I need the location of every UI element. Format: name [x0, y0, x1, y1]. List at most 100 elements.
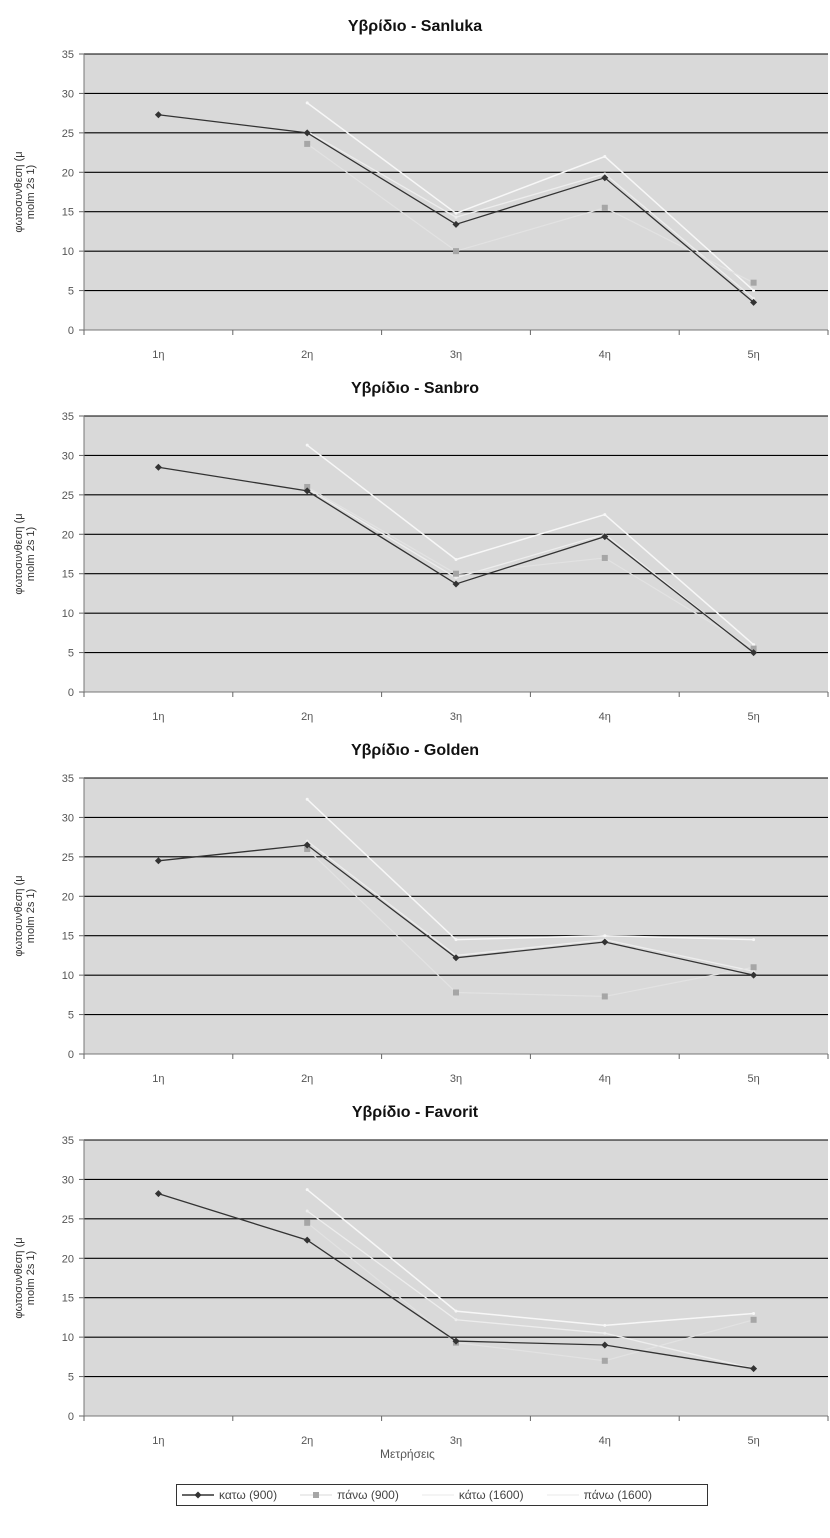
data-point [750, 964, 757, 971]
y-tick-label: 10 [62, 608, 74, 620]
data-point [452, 220, 460, 228]
y-axis-title: φωτοσυνθεση (μmolm 2s 1) [13, 875, 37, 956]
x-tick-label: 3η [450, 1073, 462, 1085]
y-tick-label: 35 [62, 773, 74, 785]
series-line [306, 840, 754, 972]
legend-label-pano-900: πάνω (900) [337, 1488, 399, 1502]
y-tick-label: 0 [68, 1049, 74, 1061]
data-point [304, 483, 311, 490]
data-point [452, 954, 460, 962]
data-point [603, 1323, 607, 1327]
y-tick-label: 10 [62, 1332, 74, 1344]
x-tick-label: 2η [301, 349, 313, 361]
data-point [752, 643, 756, 647]
legend-marker-pano-1600-icon [546, 1494, 579, 1496]
series-line [306, 102, 755, 292]
data-point [750, 649, 758, 657]
y-tick-label: 20 [62, 1253, 74, 1265]
chart-plot-2: 0 5 10 15 20 25 30 35 1η 2η 3η 4η 5η φωτοσυνθεση (μmo… [13, 411, 829, 723]
y-tick-label: 20 [62, 167, 74, 179]
series-line [306, 143, 754, 284]
plot-area [84, 778, 828, 1054]
data-point [750, 279, 757, 286]
x-tick-label: 4η [599, 711, 611, 723]
data-point [603, 1331, 607, 1335]
data-point [454, 576, 458, 580]
y-tick-label: 0 [68, 325, 74, 337]
series-line [306, 487, 755, 654]
data-point [603, 934, 607, 938]
series-line [306, 848, 754, 998]
y-tick-label: 35 [62, 411, 74, 423]
y-tick-label: 20 [62, 529, 74, 541]
y-tick-label: 15 [62, 1293, 74, 1305]
y-tick-label: 35 [62, 1135, 74, 1147]
x-tick-label: 4η [599, 349, 611, 361]
series-line [306, 1210, 754, 1370]
data-point [601, 938, 609, 946]
data-point [305, 101, 309, 105]
legend-marker-kato-900-icon [182, 1491, 214, 1499]
y-tick-label: 30 [62, 812, 74, 824]
plot-area [84, 54, 828, 330]
data-point [601, 993, 608, 1000]
y-tick-label: 15 [62, 569, 74, 581]
data-point [601, 204, 608, 211]
chart-title-1: Υβρίδιο - Sanluka [347, 18, 483, 35]
x-tick-label: 3η [450, 1435, 462, 1447]
y-tick-label: 5 [68, 648, 74, 660]
data-point [305, 443, 309, 447]
data-point [305, 839, 309, 843]
chart-title-2: Υβρίδιο - Sanbro [350, 380, 480, 397]
data-point [454, 938, 458, 942]
legend: κατω (900) πάνω (900) κάτω (1600) πάνω (… [176, 1484, 708, 1506]
chart-plot-1: 0 5 10 15 20 25 30 35 1η 2η 3η 4η 5η φωτοσυνθεση (μmo… [13, 49, 829, 361]
x-axis-title: Μετρήσεις [380, 1447, 435, 1461]
x-tick-label: 2η [301, 1073, 313, 1085]
data-point [601, 533, 609, 541]
y-tick-label: 15 [62, 931, 74, 943]
data-point [154, 111, 162, 119]
legend-item-pano-900: πάνω (900) [299, 1488, 399, 1502]
data-point [752, 289, 756, 293]
y-tick-label: 25 [62, 490, 74, 502]
data-point [454, 215, 458, 219]
chart-plot-3: 0 5 10 15 20 25 30 35 1η 2η 3η 4η 5η φωτοσυνθεση (μmo… [13, 773, 829, 1085]
x-tick-label: 2η [301, 711, 313, 723]
legend-item-kato-1600: κάτω (1600) [421, 1488, 524, 1502]
y-tick-label: 10 [62, 246, 74, 258]
data-point [601, 1357, 608, 1364]
data-point [453, 248, 459, 255]
data-point [454, 1309, 458, 1313]
x-tick-label: 5η [747, 711, 759, 723]
series-line [306, 798, 754, 941]
data-point [752, 938, 756, 942]
x-tick-label: 2η [301, 1435, 313, 1447]
data-point [303, 487, 311, 495]
y-axis-title: φωτοσυνθεση (μmolm 2s 1) [13, 513, 37, 594]
y-tick-label: 25 [62, 852, 74, 864]
data-point [452, 580, 460, 588]
y-tick-label: 0 [68, 1411, 74, 1423]
legend-label-pano-1600: πάνω (1600) [583, 1488, 653, 1502]
y-tick-label: 10 [62, 970, 74, 982]
data-point [752, 296, 756, 300]
data-point [601, 1341, 609, 1349]
data-point [303, 1236, 311, 1244]
series-line [306, 444, 755, 646]
data-point [305, 1188, 309, 1192]
data-point [750, 1365, 758, 1373]
data-point [452, 1337, 460, 1345]
data-point [601, 174, 609, 182]
data-point [303, 129, 311, 137]
series-line [306, 1222, 754, 1362]
data-point [305, 797, 309, 801]
data-point [603, 172, 607, 176]
y-tick-label: 25 [62, 1214, 74, 1226]
data-point [453, 989, 459, 996]
series-line [306, 486, 754, 650]
data-point [752, 1311, 756, 1315]
legend-item-pano-1600: πάνω (1600) [546, 1488, 652, 1502]
series-line [306, 1189, 754, 1327]
x-tick-label: 1η [152, 711, 164, 723]
